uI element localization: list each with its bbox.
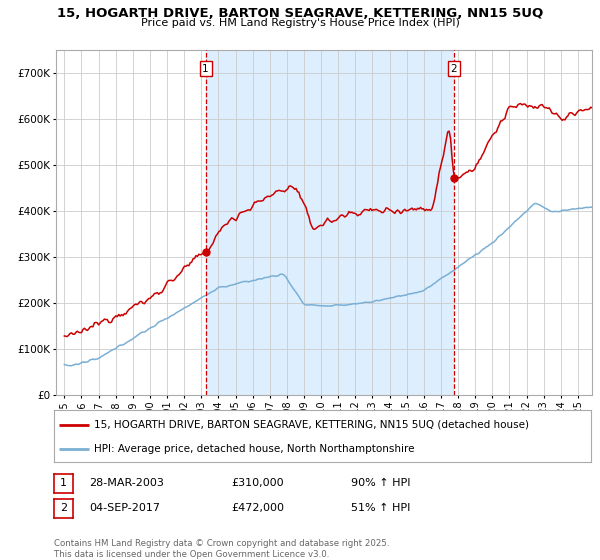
Text: 51% ↑ HPI: 51% ↑ HPI <box>351 503 410 513</box>
Text: 2: 2 <box>60 503 67 514</box>
Text: 1: 1 <box>60 478 67 488</box>
Text: Price paid vs. HM Land Registry's House Price Index (HPI): Price paid vs. HM Land Registry's House … <box>140 18 460 28</box>
Text: Contains HM Land Registry data © Crown copyright and database right 2025.
This d: Contains HM Land Registry data © Crown c… <box>54 539 389 559</box>
Text: 15, HOGARTH DRIVE, BARTON SEAGRAVE, KETTERING, NN15 5UQ (detached house): 15, HOGARTH DRIVE, BARTON SEAGRAVE, KETT… <box>94 420 529 430</box>
Text: £310,000: £310,000 <box>231 478 284 488</box>
Bar <box>206 50 454 395</box>
Text: 28-MAR-2003: 28-MAR-2003 <box>89 478 164 488</box>
Text: 04-SEP-2017: 04-SEP-2017 <box>89 503 160 513</box>
Text: 2: 2 <box>451 64 457 74</box>
Text: HPI: Average price, detached house, North Northamptonshire: HPI: Average price, detached house, Nort… <box>94 444 415 454</box>
Text: 90% ↑ HPI: 90% ↑ HPI <box>351 478 410 488</box>
Text: 15, HOGARTH DRIVE, BARTON SEAGRAVE, KETTERING, NN15 5UQ: 15, HOGARTH DRIVE, BARTON SEAGRAVE, KETT… <box>57 7 543 20</box>
Text: £472,000: £472,000 <box>231 503 284 513</box>
Text: 1: 1 <box>202 64 209 74</box>
